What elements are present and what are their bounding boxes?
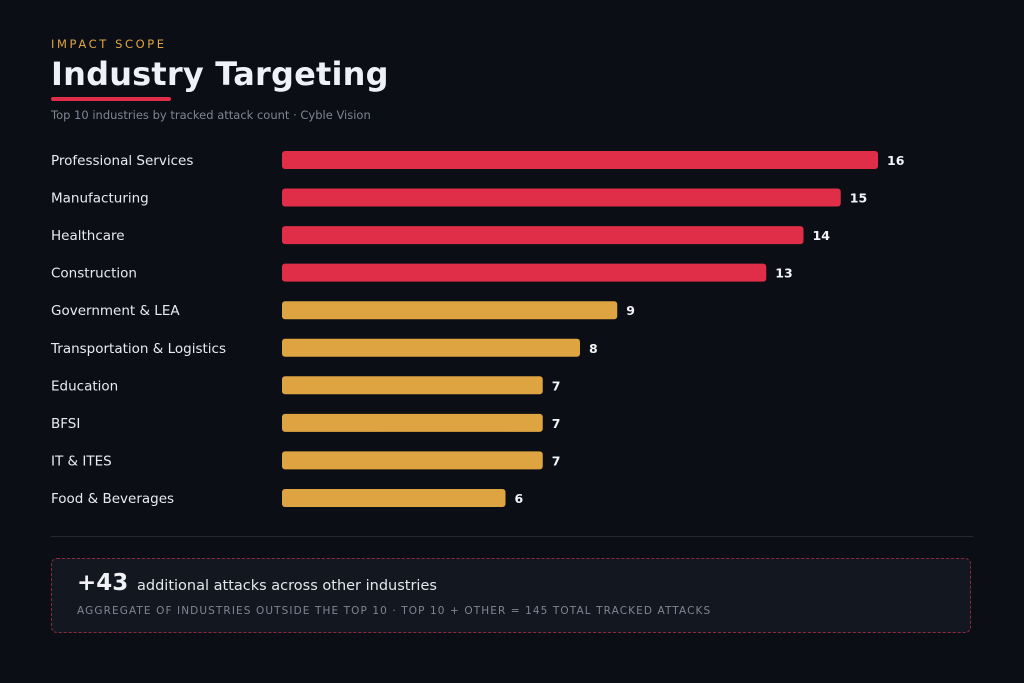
other-attacks-count: +43 [77,570,129,596]
other-attacks-note: AGGREGATE OF INDUSTRIES OUTSIDE THE TOP … [77,605,712,617]
page-subtitle: Top 10 industries by tracked attack coun… [51,108,371,122]
bar [282,263,767,282]
bar [282,376,543,395]
bar-value-label: 8 [589,341,598,356]
bar-value-label: 15 [850,191,867,206]
bar [282,301,618,320]
section-eyebrow: IMPACT SCOPE [51,37,167,51]
category-label: Transportation & Logistics [50,341,226,357]
category-label: Manufacturing [51,191,149,207]
bar-value-label: 6 [515,491,524,506]
bar-value-label: 9 [626,303,635,318]
bar-value-label: 7 [552,453,561,468]
bar [282,151,878,169]
bar-value-label: 7 [552,416,561,431]
other-industries-callout: +43 additional attacks across other indu… [51,558,971,633]
category-label: Healthcare [51,228,125,244]
category-label: Construction [51,266,137,282]
bar-value-label: 14 [813,228,831,243]
bar [282,488,506,507]
bar [282,188,841,207]
category-label: Professional Services [51,153,193,169]
bar [282,413,543,432]
bar-value-label: 13 [775,266,792,281]
bar-value-label: 16 [887,153,905,168]
category-label: BFSI [51,416,80,432]
category-label: Government & LEA [51,303,180,319]
category-label: IT & ITES [51,453,112,469]
bar [282,226,804,245]
page-title: Industry Targeting [51,55,389,93]
category-label: Food & Beverages [51,491,174,507]
bar-value-label: 7 [552,378,561,393]
other-attacks-text: additional attacks across other industri… [137,578,437,594]
category-label: Education [51,378,118,394]
bar [282,338,580,357]
section-divider [51,536,973,537]
industry-bar-chart: Professional Services 16 Manufacturing 15 He… [50,151,905,507]
title-underline [51,97,171,101]
bar [282,451,543,470]
